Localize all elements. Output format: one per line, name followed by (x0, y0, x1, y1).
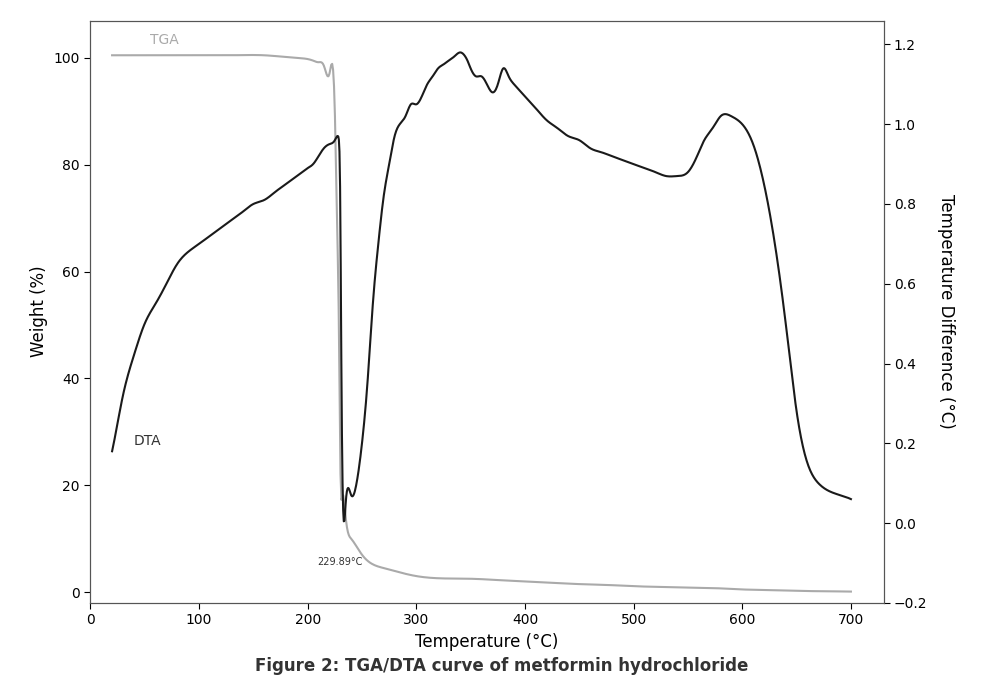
Text: DTA: DTA (133, 434, 161, 448)
X-axis label: Temperature (°C): Temperature (°C) (415, 633, 558, 651)
Text: Figure 2: TGA/DTA curve of metformin hydrochloride: Figure 2: TGA/DTA curve of metformin hyd… (255, 658, 748, 675)
Y-axis label: Temperature Difference (°C): Temperature Difference (°C) (936, 195, 954, 429)
Text: TGA: TGA (150, 34, 179, 47)
Text: 229.89°C: 229.89°C (317, 558, 363, 567)
Y-axis label: Weight (%): Weight (%) (30, 266, 48, 358)
